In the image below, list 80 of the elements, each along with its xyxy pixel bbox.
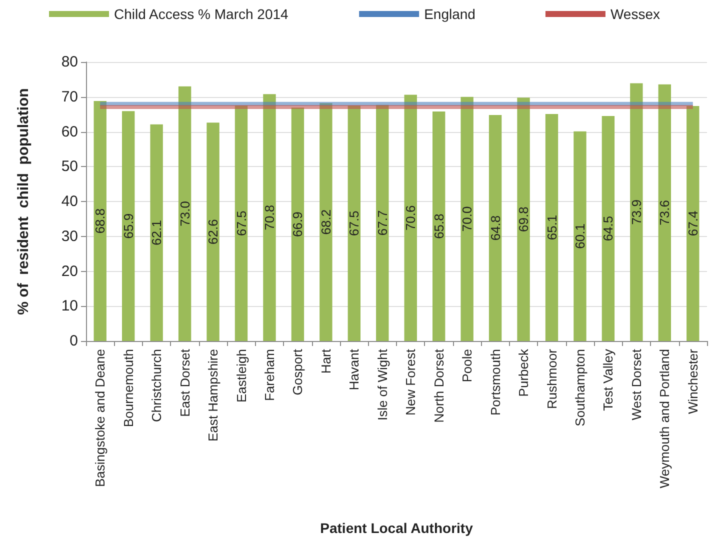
bar (488, 115, 502, 341)
y-tick-label: 0 (70, 332, 78, 350)
x-tick-label: Southampton (572, 349, 588, 426)
bar (150, 124, 163, 341)
x-tick-label: West Dorset (628, 348, 644, 420)
x-tick-label: Eastleigh (234, 349, 249, 402)
legend-label: Child Access % March 2014 (114, 6, 289, 22)
bar (686, 106, 700, 341)
bar (404, 94, 417, 341)
data-label: 69.8 (516, 206, 532, 232)
x-tick-label: East Dorset (177, 348, 192, 417)
data-label: 67.5 (234, 210, 249, 236)
y-tick-label: 80 (61, 54, 78, 70)
bar (460, 96, 474, 341)
y-tick-label: 70 (61, 88, 78, 106)
x-tick-label: Poole (460, 349, 475, 382)
x-tick-label: Christchurch (149, 349, 164, 422)
data-label: 67.4 (685, 210, 700, 236)
x-tick-label: Gosport (290, 348, 306, 396)
x-tick-label: Weymouth and Portland (657, 349, 672, 488)
y-tick-label: 40 (61, 193, 78, 210)
x-tick-label: Hart (318, 348, 334, 374)
bar (206, 122, 220, 341)
x-tick-label: East Hampshire (206, 349, 221, 442)
bar (234, 106, 248, 341)
bar (658, 84, 672, 341)
legend-label: England (424, 6, 476, 22)
data-label: 73.9 (628, 199, 644, 225)
data-label: 73.0 (177, 201, 192, 226)
data-label: 66.9 (290, 212, 306, 237)
bar (574, 131, 586, 341)
x-axis-title: Patient Local Authority (320, 520, 474, 536)
data-label: 70.8 (262, 204, 277, 230)
bar (94, 101, 106, 341)
bar (291, 108, 304, 341)
bar (545, 114, 558, 341)
data-label: 65.8 (431, 214, 446, 239)
x-tick-label: Basingstoke and Deane (92, 349, 108, 488)
y-tick-label: 10 (61, 298, 78, 315)
x-tick-label: Isle of Wight (374, 348, 390, 421)
data-label: 68.2 (318, 209, 334, 235)
bar (320, 103, 332, 341)
x-tick-label: Bournemouth (120, 349, 136, 428)
bar (263, 94, 276, 341)
data-label: 70.0 (460, 206, 475, 232)
x-tick-label: Havant (346, 348, 362, 390)
data-label: 68.8 (92, 208, 108, 234)
bar (517, 98, 530, 341)
bar (376, 104, 389, 341)
data-label: 67.5 (346, 210, 362, 236)
data-label: 73.6 (657, 200, 672, 226)
y-tick-label: 50 (61, 158, 78, 176)
bar (432, 112, 446, 341)
x-tick-label: New Forest (403, 348, 418, 416)
x-tick-label: Fareham (262, 349, 277, 402)
data-label: 62.6 (206, 219, 221, 244)
bar (348, 106, 361, 341)
x-tick-label: Purbeck (516, 348, 532, 397)
x-tick-label: Rushmoor (544, 348, 560, 409)
y-axis-title: % of resident child population (15, 88, 32, 315)
legend-label: Wessex (610, 6, 660, 22)
y-tick-label: 30 (61, 228, 78, 245)
bar (122, 111, 135, 341)
bar (630, 83, 643, 341)
y-tick-label: 20 (61, 262, 78, 280)
x-tick-label: Winchester (685, 348, 700, 414)
data-label: 64.5 (600, 216, 616, 242)
x-tick-label: Test Valley (600, 348, 616, 411)
data-label: 70.6 (403, 205, 418, 231)
data-label: 65.1 (544, 214, 560, 240)
bar (602, 116, 615, 341)
x-tick-label: Portsmouth (488, 349, 503, 416)
y-tick-label: 60 (61, 123, 78, 140)
data-label: 60.1 (572, 224, 588, 249)
bar (178, 86, 192, 341)
data-label: 62.1 (149, 220, 164, 246)
data-label: 67.7 (374, 210, 390, 236)
data-label: 65.9 (120, 213, 136, 239)
data-label: 64.8 (488, 215, 503, 241)
x-tick-label: North Dorset (431, 348, 446, 423)
